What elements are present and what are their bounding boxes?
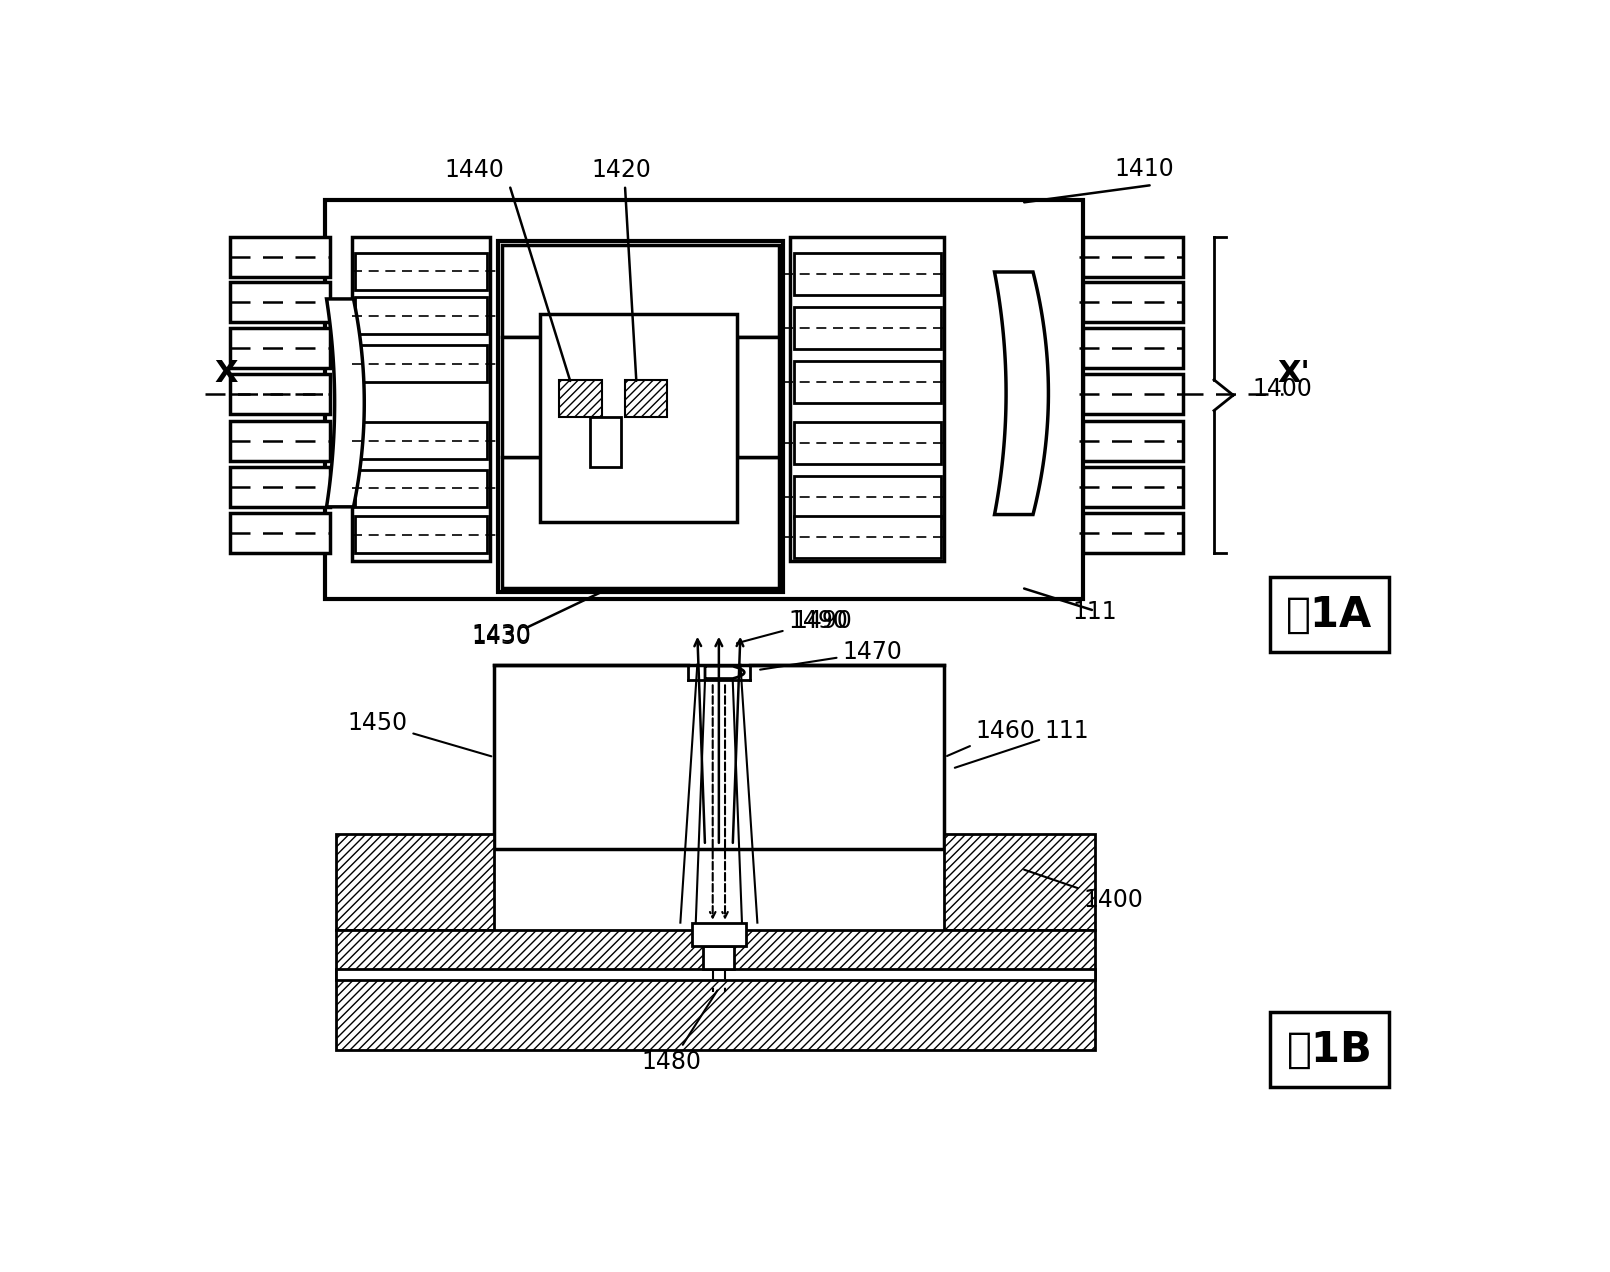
Bar bbox=[1084, 328, 1183, 368]
Bar bbox=[945, 834, 1095, 930]
Bar bbox=[494, 665, 945, 850]
Bar bbox=[794, 422, 942, 464]
Text: 111: 111 bbox=[1072, 600, 1117, 625]
Bar bbox=[502, 457, 779, 588]
Text: 1440: 1440 bbox=[444, 158, 504, 182]
Text: 1460: 1460 bbox=[947, 719, 1035, 756]
Text: 1430: 1430 bbox=[472, 622, 531, 646]
Bar bbox=[354, 345, 488, 382]
Text: 1480: 1480 bbox=[642, 991, 718, 1074]
Bar bbox=[230, 374, 330, 415]
Bar bbox=[794, 253, 942, 295]
Bar bbox=[1084, 282, 1183, 322]
Polygon shape bbox=[995, 272, 1048, 515]
Text: 1450: 1450 bbox=[348, 711, 491, 757]
Text: 1400: 1400 bbox=[1253, 377, 1312, 401]
Bar bbox=[591, 417, 621, 467]
Bar bbox=[560, 380, 602, 417]
Bar bbox=[794, 307, 942, 349]
Text: 1490: 1490 bbox=[792, 609, 852, 633]
Bar bbox=[354, 516, 488, 553]
Bar bbox=[1084, 513, 1183, 553]
Bar bbox=[791, 238, 945, 561]
Text: 图1B: 图1B bbox=[1286, 1029, 1372, 1071]
Bar bbox=[1084, 467, 1183, 506]
Text: 1400: 1400 bbox=[1024, 870, 1143, 912]
Text: 1470: 1470 bbox=[760, 640, 902, 669]
Bar bbox=[354, 253, 488, 290]
Text: X': X' bbox=[1277, 359, 1311, 388]
Bar bbox=[692, 922, 745, 946]
Bar bbox=[1084, 374, 1183, 415]
Bar bbox=[354, 422, 488, 459]
Bar bbox=[351, 238, 489, 561]
Bar bbox=[354, 298, 488, 335]
Bar bbox=[336, 834, 494, 930]
Bar bbox=[230, 328, 330, 368]
Text: 111: 111 bbox=[955, 719, 1090, 768]
Text: 1410: 1410 bbox=[1114, 156, 1175, 181]
Text: 图1A: 图1A bbox=[1286, 594, 1373, 636]
Bar bbox=[230, 513, 330, 553]
Bar bbox=[325, 201, 1084, 599]
Bar bbox=[704, 946, 734, 969]
Bar bbox=[794, 360, 942, 403]
Text: 1430: 1430 bbox=[472, 625, 531, 649]
Bar bbox=[541, 314, 736, 523]
Bar bbox=[230, 467, 330, 506]
Bar bbox=[502, 337, 544, 457]
Bar bbox=[794, 516, 942, 558]
Bar bbox=[1084, 238, 1183, 277]
Bar bbox=[336, 930, 1095, 1049]
Bar bbox=[737, 337, 779, 457]
Bar bbox=[230, 282, 330, 322]
Bar bbox=[354, 469, 488, 506]
Bar bbox=[502, 245, 779, 337]
Text: 1420: 1420 bbox=[591, 158, 650, 182]
Bar bbox=[625, 380, 667, 417]
Bar bbox=[497, 242, 782, 591]
Text: 1490: 1490 bbox=[737, 609, 848, 644]
Bar bbox=[336, 969, 1095, 981]
Text: X: X bbox=[214, 359, 238, 388]
Bar bbox=[794, 476, 942, 519]
Polygon shape bbox=[705, 667, 744, 678]
Bar bbox=[1084, 421, 1183, 460]
Bar bbox=[230, 238, 330, 277]
Bar bbox=[230, 421, 330, 460]
Polygon shape bbox=[327, 299, 364, 506]
